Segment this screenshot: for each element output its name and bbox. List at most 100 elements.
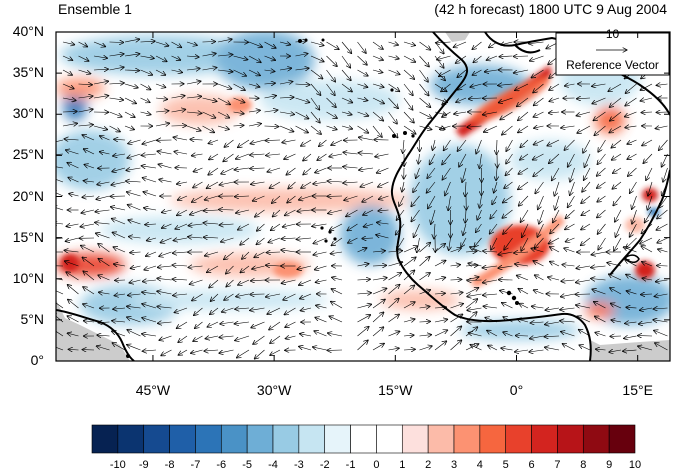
wind-vector xyxy=(254,251,265,258)
wind-vector xyxy=(202,68,217,71)
wind-vector xyxy=(615,209,622,222)
wind-vector xyxy=(326,41,340,50)
wind-vector xyxy=(545,308,560,310)
wind-vector xyxy=(295,111,309,119)
wind-vector xyxy=(560,308,575,310)
colorbar-tick-label: -3 xyxy=(293,459,304,471)
wind-vector xyxy=(66,224,79,226)
wind-vector xyxy=(248,84,260,87)
wind-vector xyxy=(186,112,202,113)
wind-vector xyxy=(419,321,431,322)
wind-vector xyxy=(576,305,591,309)
wind-vector xyxy=(550,261,560,267)
wind-vector xyxy=(437,55,451,60)
wind-vector xyxy=(235,308,250,309)
wind-vector xyxy=(78,84,93,85)
wind-vector xyxy=(250,280,265,281)
wind-vector xyxy=(173,294,188,296)
wind-vector xyxy=(238,279,250,285)
wind-vector xyxy=(659,195,668,208)
wind-vector xyxy=(202,97,218,101)
wind-vector xyxy=(498,252,513,255)
wind-vector xyxy=(643,153,653,164)
wind-vector xyxy=(221,307,234,312)
wind-vector xyxy=(269,321,281,330)
wind-vector xyxy=(358,153,374,154)
wind-vector xyxy=(663,167,668,182)
lat-label: 35°N xyxy=(12,64,44,81)
wind-vector xyxy=(626,291,637,294)
wind-vector xyxy=(483,125,498,132)
wind-vector xyxy=(597,223,606,234)
wind-vector xyxy=(176,182,188,184)
colorbar-swatch xyxy=(427,424,455,454)
wind-vector xyxy=(489,223,498,234)
wind-vector xyxy=(502,195,513,203)
wind-vector xyxy=(484,70,498,72)
wind-vector xyxy=(505,167,513,176)
wind-vector xyxy=(372,125,382,137)
wind-vector xyxy=(301,139,312,146)
wind-vector xyxy=(171,96,186,98)
wind-vector xyxy=(372,251,385,252)
wind-vector xyxy=(142,334,157,336)
colorbar-swatch xyxy=(169,424,196,454)
wind-vector xyxy=(124,54,140,56)
wind-vector xyxy=(283,293,296,300)
wind-vector xyxy=(67,285,79,295)
wind-vector xyxy=(654,294,668,297)
colorbar-tick-label: 5 xyxy=(502,459,509,471)
wind-vector xyxy=(264,55,276,60)
wind-vector xyxy=(358,137,374,140)
wind-vector xyxy=(252,266,265,269)
wind-vector xyxy=(288,181,296,189)
wind-vector xyxy=(498,84,513,86)
wind-vector xyxy=(516,275,529,281)
wind-vector xyxy=(80,224,95,227)
wind-vector xyxy=(465,288,479,295)
colorbar-tick-label: -10 xyxy=(109,459,126,471)
wind-vector xyxy=(357,293,372,294)
wind-vector xyxy=(531,69,544,78)
wind-vector xyxy=(248,124,261,127)
wind-vector xyxy=(112,331,126,337)
wind-vector xyxy=(581,209,591,216)
colorbar-tick-label: 3 xyxy=(450,459,458,471)
wind-vector xyxy=(223,153,234,162)
wind-vector xyxy=(503,332,513,337)
wind-vector xyxy=(188,266,203,268)
wind-vector xyxy=(140,97,151,103)
wind-vector xyxy=(624,111,637,117)
wind-vector xyxy=(450,279,462,280)
wind-vector xyxy=(250,154,265,155)
wind-vector xyxy=(597,153,606,165)
wind-vector xyxy=(219,336,234,337)
wind-vector xyxy=(112,321,126,322)
wind-vector xyxy=(372,312,384,323)
wind-vector xyxy=(548,112,560,113)
colorbar-swatch xyxy=(401,424,429,454)
wind-vector xyxy=(142,292,157,294)
wind-vector xyxy=(411,195,420,207)
wind-vector xyxy=(264,41,277,48)
colorbar-swatch xyxy=(298,424,326,454)
wind-vector xyxy=(549,83,560,90)
wind-vector xyxy=(564,248,575,253)
wind-vector xyxy=(208,167,219,175)
wind-vector xyxy=(266,265,281,266)
wind-vector xyxy=(577,125,591,133)
wind-vector xyxy=(496,167,497,181)
wind-vector xyxy=(550,223,560,234)
wind-vector xyxy=(479,195,481,208)
wind-vector xyxy=(234,196,250,197)
wind-vector xyxy=(490,209,498,219)
wind-vector xyxy=(375,154,389,157)
wind-vector xyxy=(159,335,172,340)
wind-vector xyxy=(161,349,172,356)
wind-vector xyxy=(64,261,79,267)
wind-vector xyxy=(172,252,188,253)
wind-vector xyxy=(403,55,416,62)
wind-vector xyxy=(202,111,216,118)
wind-vector xyxy=(431,209,436,224)
wind-vector xyxy=(142,178,157,183)
